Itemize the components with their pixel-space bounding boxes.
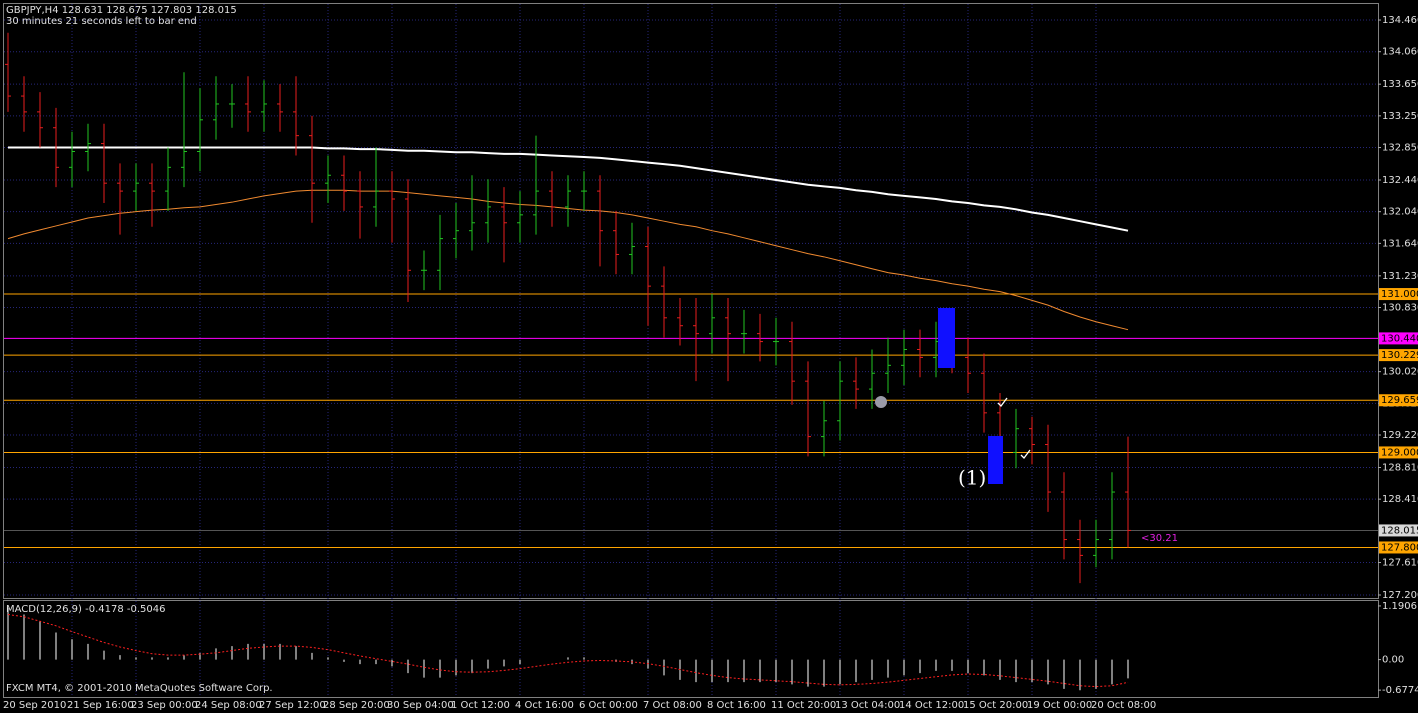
annotation: <30.21 — [1141, 533, 1178, 544]
y-tick-label: 128.410 — [1382, 494, 1418, 505]
y-tick-label: 128.810 — [1382, 462, 1418, 473]
level-label: 130.440 — [1381, 333, 1418, 344]
y-tick-label: 1.1906 — [1382, 601, 1417, 612]
x-tick-label: 27 Sep 12:00 — [259, 700, 326, 711]
x-tick-label: 15 Oct 20:00 — [963, 700, 1028, 711]
x-tick-label: 30 Sep 04:00 — [387, 700, 454, 711]
level-label-bg — [1379, 446, 1418, 459]
subtitle: 30 minutes 21 seconds left to bar end — [6, 16, 197, 27]
level-label-bg — [1379, 541, 1418, 554]
x-tick-label: 24 Sep 08:00 — [195, 700, 262, 711]
circle-marker — [875, 396, 887, 408]
x-tick-label: 6 Oct 00:00 — [579, 700, 638, 711]
footer: FXCM MT4, © 2001-2010 MetaQuotes Softwar… — [6, 683, 273, 694]
x-tick-label: 21 Sep 16:00 — [67, 700, 134, 711]
level-label-bg — [1379, 394, 1418, 407]
y-tick-label: 127.610 — [1382, 558, 1418, 569]
check-marker — [997, 397, 1008, 407]
x-tick-label: 28 Sep 20:00 — [323, 700, 390, 711]
y-tick-label: 130.020 — [1382, 367, 1418, 378]
x-tick-label: 11 Oct 20:00 — [771, 700, 836, 711]
box-marker — [938, 308, 955, 368]
price-label-bg — [1379, 524, 1418, 537]
level-label-bg — [1379, 332, 1418, 345]
x-tick-label: 19 Oct 00:00 — [1027, 700, 1092, 711]
level-label-bg — [1379, 349, 1418, 362]
macd-signal — [7, 614, 1129, 688]
y-tick-label: 131.230 — [1382, 271, 1418, 282]
chart-title: GBPJPY,H4 128.631 128.675 127.803 128.01… — [6, 5, 237, 16]
x-tick-label: 20 Sep 2010 — [3, 700, 66, 711]
y-tick-label: 132.440 — [1382, 175, 1418, 186]
x-tick-label: 13 Oct 04:00 — [835, 700, 900, 711]
x-tick-label: 4 Oct 16:00 — [515, 700, 574, 711]
box-marker — [988, 436, 1003, 484]
y-tick-label: -0.6774 — [1382, 685, 1418, 696]
level-label: 129.000 — [1381, 447, 1418, 458]
x-tick-label: 20 Oct 08:00 — [1091, 700, 1156, 711]
y-tick-label: 129.220 — [1382, 430, 1418, 441]
marks: 134.460 134.060 133.650 133.250 132.850 132.4… — [3, 4, 1418, 711]
x-tick-label: 1 Oct 12:00 — [451, 700, 510, 711]
check-marker — [1020, 449, 1031, 459]
y-tick-label: 134.460 — [1382, 15, 1418, 26]
level-label-bg — [1379, 288, 1418, 301]
main-frame — [3, 3, 1379, 599]
macd-frame — [3, 600, 1379, 698]
y-tick-label: 133.250 — [1382, 111, 1418, 122]
level-label: 130.229 — [1381, 350, 1418, 361]
annotation: (1) — [958, 466, 986, 490]
macd-title: MACD(12,26,9) -0.4178 -0.5046 — [6, 604, 166, 615]
y-tick-label: 131.640 — [1382, 238, 1418, 249]
x-tick-label: 14 Oct 12:00 — [899, 700, 964, 711]
price-label: 128.015 — [1381, 525, 1418, 536]
level-label: 129.659 — [1381, 395, 1418, 406]
level-label: 127.800 — [1381, 542, 1418, 553]
y-tick-label: 132.850 — [1382, 143, 1418, 154]
x-tick-label: 8 Oct 16:00 — [707, 700, 766, 711]
x-tick-label: 23 Sep 00:00 — [131, 700, 198, 711]
y-tick-label: 130.830 — [1382, 303, 1418, 314]
y-tick-label: 134.060 — [1382, 47, 1418, 58]
y-tick-label: 0.00 — [1382, 655, 1404, 666]
moving-average — [8, 146, 1129, 232]
y-tick-label: 132.040 — [1382, 207, 1418, 218]
y-tick-label: 133.650 — [1382, 79, 1418, 90]
y-tick-label: 127.200 — [1382, 590, 1418, 601]
level-label: 131.000 — [1381, 289, 1418, 300]
x-tick-label: 7 Oct 08:00 — [643, 700, 702, 711]
